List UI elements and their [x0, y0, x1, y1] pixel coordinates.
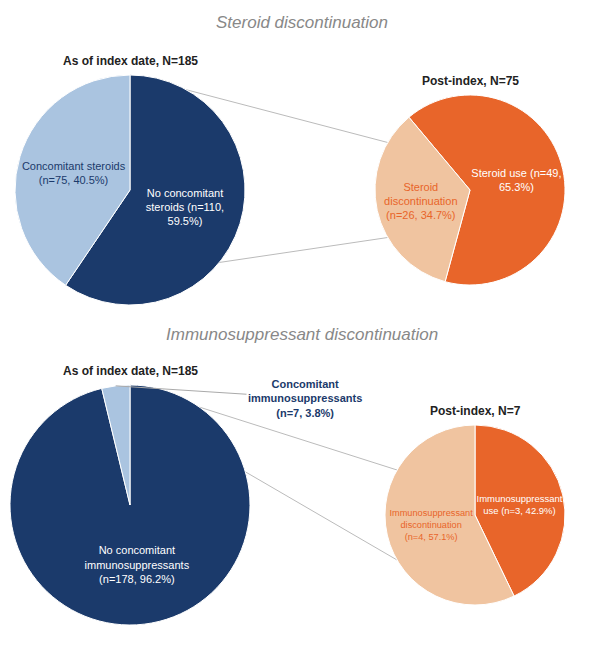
svg-text:No concomitantimmunosuppressan: No concomitantimmunosuppressants(n=178, … [85, 544, 190, 585]
svg-text:No concomitantsteroids (n=110,: No concomitantsteroids (n=110,59.5%) [146, 187, 224, 228]
svg-text:Immunosuppressantuse (n=3, 42.: Immunosuppressantuse (n=3, 42.9%) [477, 493, 563, 516]
svg-text:Steroiddiscontinuation(n=26, 3: Steroiddiscontinuation(n=26, 34.7%) [384, 181, 457, 222]
svg-text:Concomitantimmunosuppressants(: Concomitantimmunosuppressants(n=7, 3.8%) [248, 378, 362, 419]
svg-text:Immunosuppressant discontinuat: Immunosuppressant discontinuation [166, 325, 438, 344]
svg-text:As of index date, N=185: As of index date, N=185 [63, 364, 198, 378]
svg-text:Post-index, N=75: Post-index, N=75 [422, 74, 519, 88]
svg-text:Immunosuppressantdiscontinuati: Immunosuppressantdiscontinuation(n=4, 57… [390, 508, 474, 542]
svg-text:Steroid use (n=49,65.3%): Steroid use (n=49,65.3%) [471, 167, 561, 193]
svg-text:Steroid discontinuation: Steroid discontinuation [216, 13, 388, 32]
svg-text:Post-index, N=7: Post-index, N=7 [430, 404, 521, 418]
svg-text:As of index date, N=185: As of index date, N=185 [63, 54, 198, 68]
svg-text:Concomitant steroids(n=75, 40.: Concomitant steroids(n=75, 40.5%) [22, 160, 126, 186]
